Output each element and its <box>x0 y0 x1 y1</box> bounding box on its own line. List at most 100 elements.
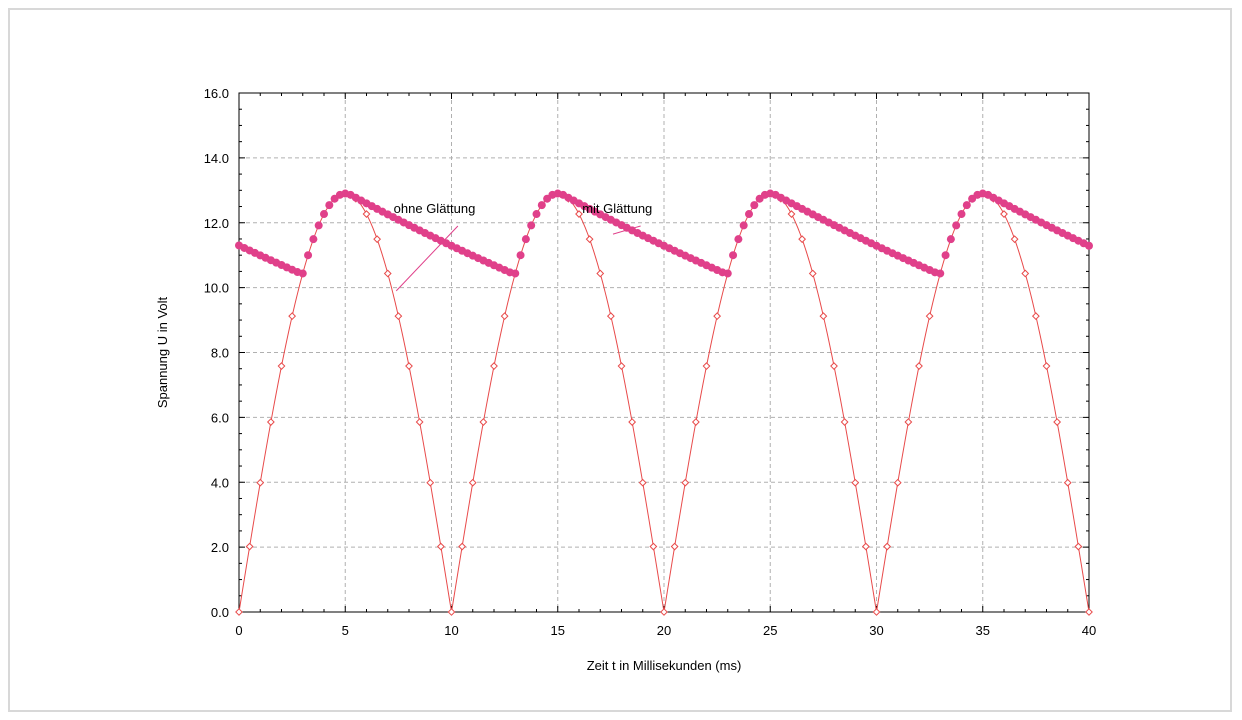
data-point-mit-glattung <box>952 221 961 230</box>
data-point-mit-glattung <box>314 221 323 230</box>
x-ticks: 0 5 10 15 20 25 30 35 40 <box>235 93 1096 638</box>
data-point-mit-glattung <box>739 221 748 230</box>
data-point-mit-glattung <box>532 210 541 219</box>
data-point-ohne-glattung <box>872 608 881 616</box>
data-point-ohne-glattung <box>436 542 445 551</box>
data-point-ohne-glattung <box>861 542 870 551</box>
x-tick-label: 10 <box>444 623 458 638</box>
data-point-mit-glattung <box>745 210 753 219</box>
data-point-ohne-glattung <box>288 312 297 321</box>
data-point-ohne-glattung <box>235 608 243 616</box>
data-point-ohne-glattung <box>638 478 647 487</box>
data-point-mit-glattung <box>516 251 525 260</box>
data-point-mit-glattung <box>962 201 971 210</box>
data-point-ohne-glattung <box>362 210 371 218</box>
data-point-mit-glattung <box>298 269 307 278</box>
series-mit-glattung <box>235 189 1093 278</box>
pointer-ohne-glattung <box>395 225 459 292</box>
data-point-ohne-glattung <box>702 362 711 370</box>
data-point-ohne-glattung <box>266 418 275 426</box>
x-axis-label: Zeit t in Millisekunden (ms) <box>587 658 742 673</box>
x-tick-label: 20 <box>657 623 671 638</box>
annotation-mit-glattung: mit Glättung <box>582 201 652 216</box>
y-tick-label: 2.0 <box>211 540 229 555</box>
data-point-mit-glattung <box>511 269 520 278</box>
y-tick-label: 12.0 <box>204 216 229 231</box>
data-point-mit-glattung <box>537 201 546 210</box>
x-tick-label: 25 <box>763 623 777 638</box>
y-ticks: 0.0 2.0 4.0 6.0 8.0 10.0 12.0 14.0 16.0 <box>204 86 1089 620</box>
chart-svg: 0 5 10 15 20 25 30 35 40 0.0 2.0 4.0 6.0 8.0 10.0 12.0… <box>155 86 1096 673</box>
y-tick-label: 8.0 <box>211 346 229 361</box>
data-point-mit-glattung <box>309 235 318 244</box>
data-point-ohne-glattung <box>256 478 265 487</box>
data-point-ohne-glattung <box>1010 235 1019 244</box>
data-point-ohne-glattung <box>893 478 902 487</box>
data-point-ohne-glattung <box>1063 478 1072 487</box>
data-point-ohne-glattung <box>447 608 456 616</box>
data-point-ohne-glattung <box>628 418 637 426</box>
data-point-ohne-glattung <box>787 210 796 218</box>
data-point-ohne-glattung <box>479 418 488 426</box>
data-point-mit-glattung <box>723 269 732 278</box>
x-tick-label: 40 <box>1082 623 1096 638</box>
data-point-mit-glattung <box>325 201 334 210</box>
data-point-ohne-glattung <box>373 235 382 244</box>
x-tick-label: 15 <box>551 623 565 638</box>
data-point-ohne-glattung <box>405 362 413 370</box>
data-point-ohne-glattung <box>277 362 286 370</box>
data-point-ohne-glattung <box>851 478 860 487</box>
data-point-ohne-glattung <box>925 312 934 321</box>
data-point-ohne-glattung <box>1021 269 1030 278</box>
data-point-mit-glattung <box>936 269 945 278</box>
data-point-ohne-glattung <box>458 542 467 551</box>
y-tick-label: 0.0 <box>211 605 229 620</box>
x-tick-label: 30 <box>869 623 883 638</box>
data-point-mit-glattung <box>941 251 950 260</box>
data-point-ohne-glattung <box>713 312 722 321</box>
data-point-ohne-glattung <box>1031 312 1040 321</box>
data-point-ohne-glattung <box>415 418 424 426</box>
data-point-ohne-glattung <box>1053 418 1062 426</box>
x-tick-label: 0 <box>235 623 242 638</box>
data-point-ohne-glattung <box>660 608 668 616</box>
data-point-mit-glattung <box>527 221 536 230</box>
data-point-mit-glattung <box>1085 241 1093 250</box>
data-point-mit-glattung <box>320 210 328 219</box>
data-point-mit-glattung <box>521 235 530 244</box>
y-tick-label: 4.0 <box>211 475 229 490</box>
annotations: ohne Glättung mit Glättung <box>394 201 652 292</box>
data-point-mit-glattung <box>957 210 966 219</box>
data-point-ohne-glattung <box>245 542 254 551</box>
y-axis-label: Spannung U in Volt <box>155 296 170 408</box>
data-point-ohne-glattung <box>798 235 807 244</box>
y-tick-label: 6.0 <box>211 410 229 425</box>
data-point-ohne-glattung <box>606 312 615 321</box>
data-point-ohne-glattung <box>681 478 690 487</box>
data-point-ohne-glattung <box>617 362 626 370</box>
x-tick-label: 35 <box>976 623 990 638</box>
y-tick-label: 14.0 <box>204 151 229 166</box>
chart-frame: 0 5 10 15 20 25 30 35 40 0.0 2.0 4.0 6.0 8.0 10.0 12.0… <box>8 8 1232 712</box>
data-point-ohne-glattung <box>883 542 892 551</box>
annotation-ohne-glattung: ohne Glättung <box>394 201 476 216</box>
data-point-ohne-glattung <box>1000 210 1008 218</box>
data-point-ohne-glattung <box>691 418 700 426</box>
pointer-mit-glattung <box>612 225 641 235</box>
data-point-ohne-glattung <box>1085 608 1093 616</box>
data-point-ohne-glattung <box>426 478 435 487</box>
y-tick-label: 16.0 <box>204 86 229 101</box>
data-point-mit-glattung <box>729 251 738 260</box>
data-point-ohne-glattung <box>383 269 392 278</box>
data-point-ohne-glattung <box>575 210 583 218</box>
data-point-ohne-glattung <box>585 235 594 244</box>
data-point-ohne-glattung <box>670 542 679 551</box>
data-point-ohne-glattung <box>840 418 849 426</box>
y-tick-label: 10.0 <box>204 281 229 296</box>
data-point-mit-glattung <box>304 251 313 260</box>
data-point-mit-glattung <box>946 235 955 244</box>
data-point-ohne-glattung <box>830 362 838 370</box>
data-point-ohne-glattung <box>468 478 477 487</box>
data-point-ohne-glattung <box>1074 542 1083 551</box>
data-point-ohne-glattung <box>490 362 498 370</box>
